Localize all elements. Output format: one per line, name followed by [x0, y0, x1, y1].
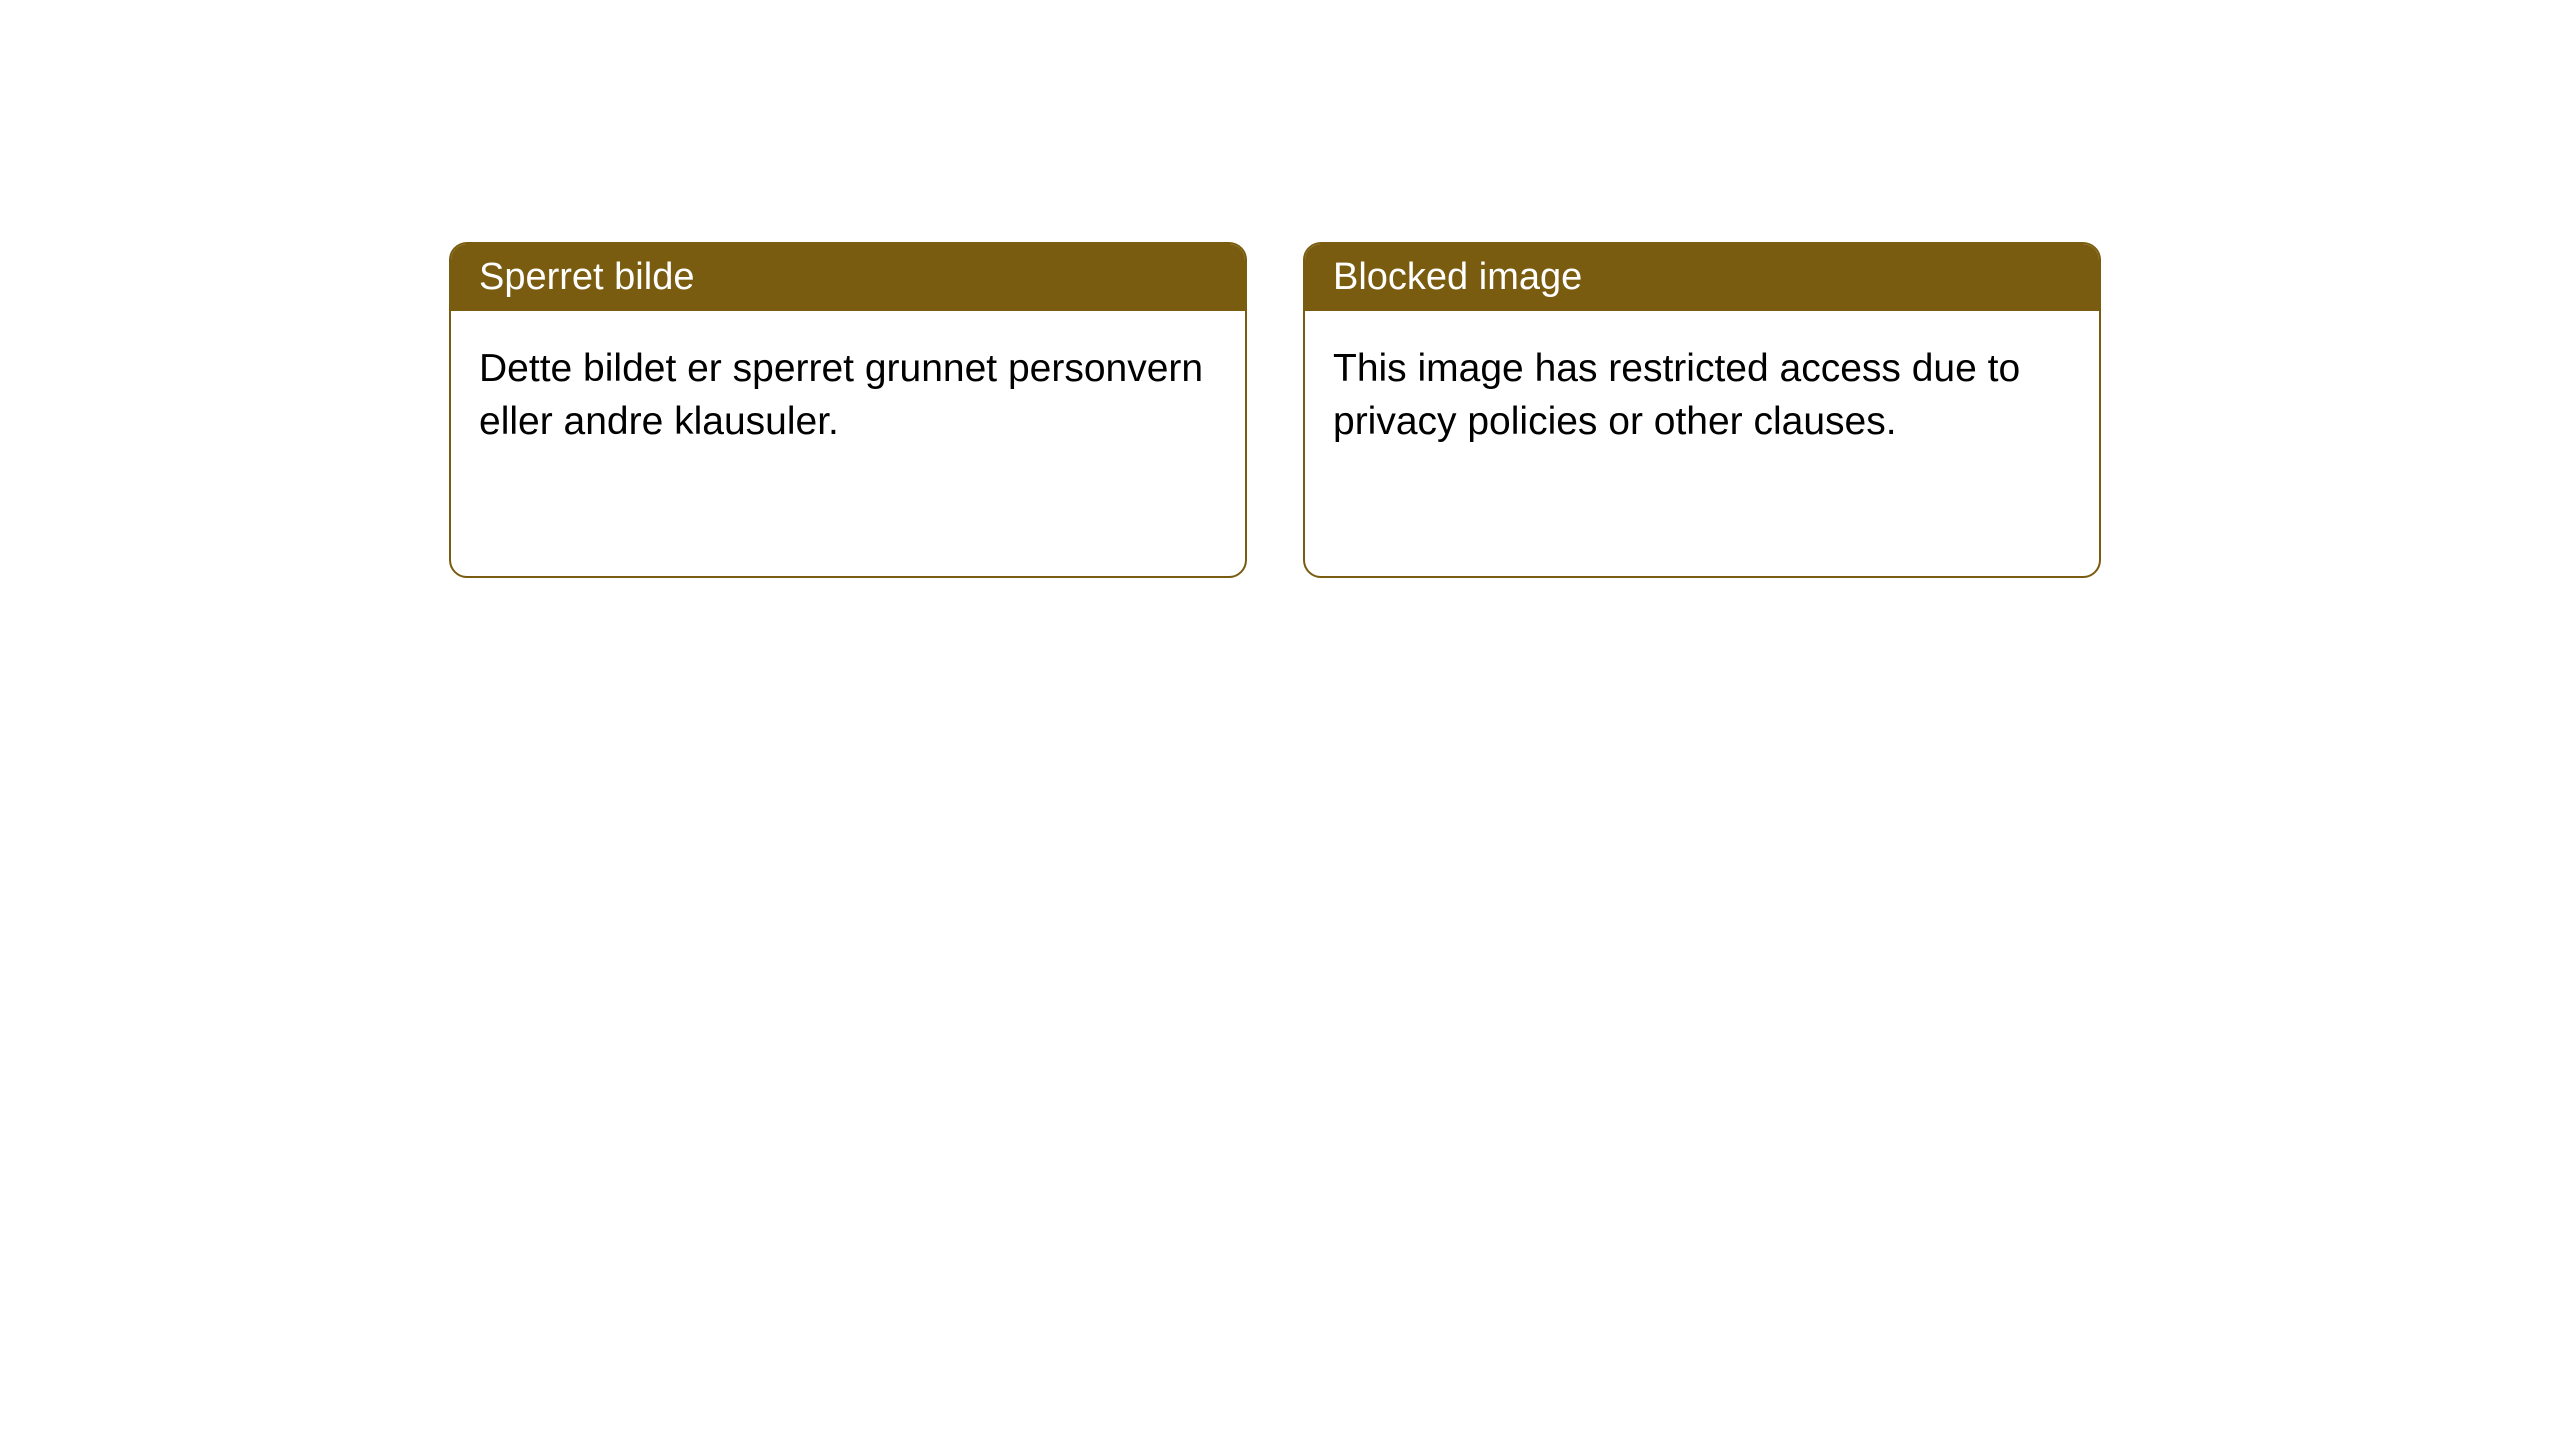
notice-card-title: Blocked image [1305, 244, 2099, 311]
notice-card-body: This image has restricted access due to … [1305, 311, 2099, 480]
notice-card-norwegian: Sperret bilde Dette bildet er sperret gr… [449, 242, 1247, 578]
notice-card-body: Dette bildet er sperret grunnet personve… [451, 311, 1245, 480]
notice-card-title: Sperret bilde [451, 244, 1245, 311]
notice-card-english: Blocked image This image has restricted … [1303, 242, 2101, 578]
notice-cards-container: Sperret bilde Dette bildet er sperret gr… [449, 242, 2101, 578]
